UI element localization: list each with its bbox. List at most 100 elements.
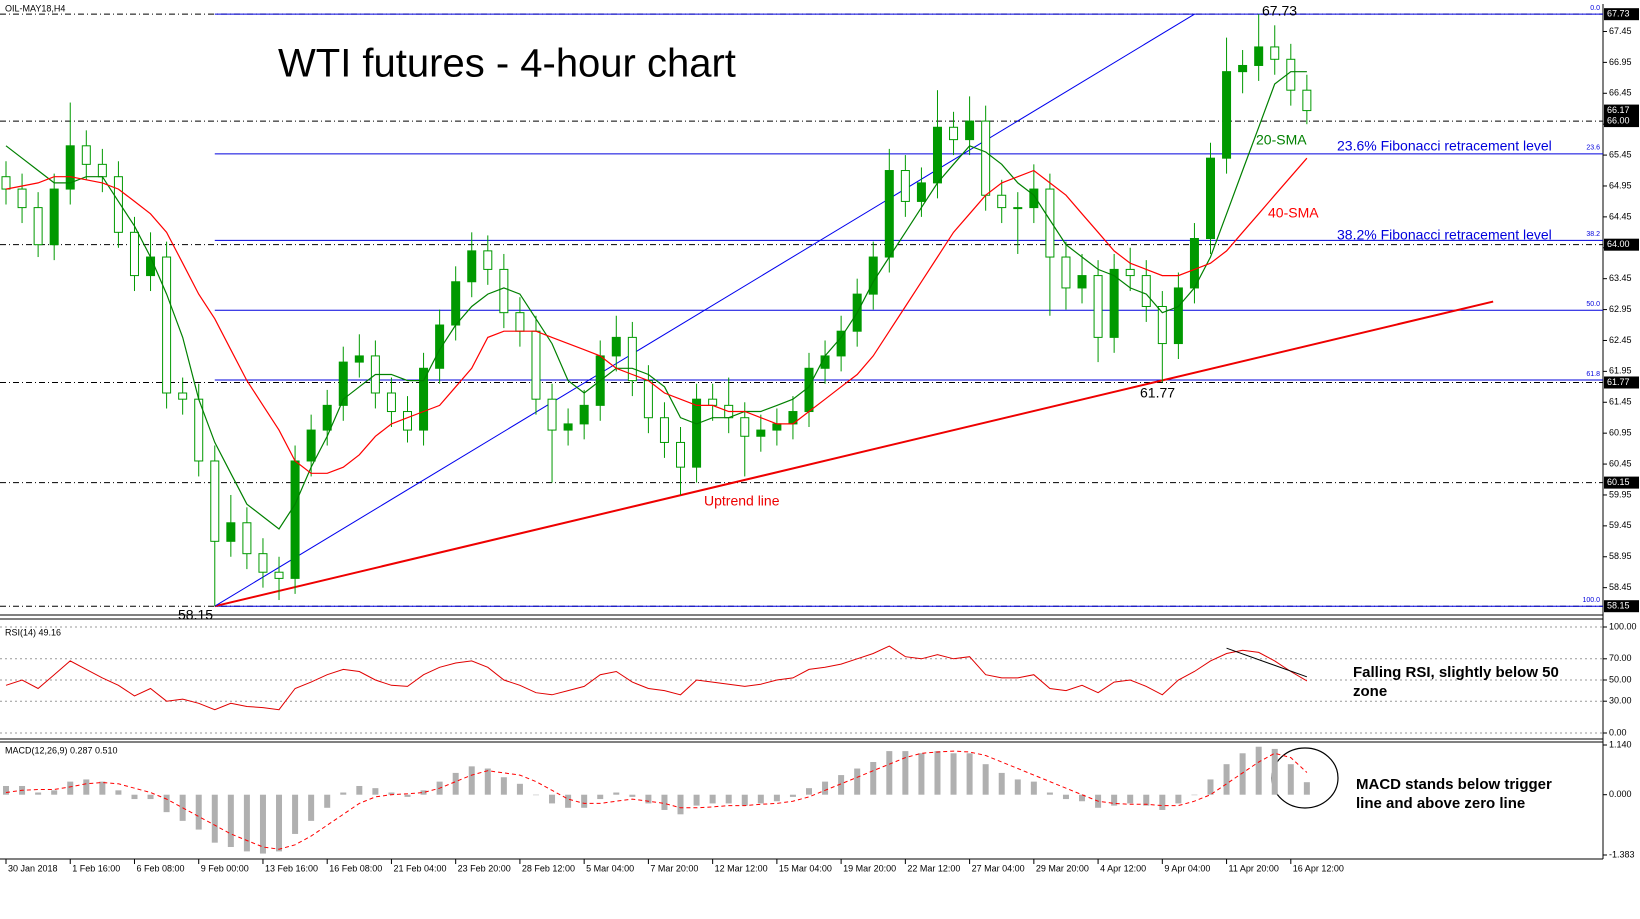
- candle-body: [419, 367, 429, 431]
- macd-bar: [741, 794, 748, 806]
- macd-bar: [822, 781, 829, 795]
- macd-bar: [1191, 794, 1198, 796]
- candle-body: [467, 250, 477, 283]
- macd-annotation: line and above zero line: [1356, 795, 1525, 812]
- macd-bar: [388, 792, 395, 795]
- rsi-annotation: Falling RSI, slightly below 50: [1353, 664, 1559, 681]
- price-label-box: [1604, 238, 1639, 251]
- candle-body: [981, 120, 991, 196]
- y-tick-label: 61.95: [1609, 366, 1632, 376]
- candle-body: [49, 188, 59, 246]
- macd-bar: [950, 753, 957, 795]
- candle-body: [1206, 157, 1215, 240]
- candle-body: [1302, 89, 1312, 112]
- macd-bar: [677, 794, 684, 815]
- candle-body: [1013, 207, 1023, 210]
- low-label: 61.77: [1140, 385, 1175, 401]
- candle-body: [1141, 275, 1151, 307]
- price-label-box: [1604, 600, 1639, 613]
- y-tick-label: 64.45: [1609, 211, 1632, 221]
- macd-bar: [276, 794, 283, 852]
- price-label: 61.77: [1607, 377, 1630, 387]
- candle-body: [146, 256, 156, 277]
- candle-body: [242, 522, 252, 555]
- candle-body: [129, 231, 139, 277]
- fib-label: 23.6: [1586, 145, 1600, 152]
- macd-bar: [1079, 794, 1086, 802]
- candle-body: [354, 355, 364, 363]
- rsi-annotation: zone: [1353, 683, 1387, 700]
- y-tick-label: 58.95: [1609, 551, 1632, 561]
- y-tick-label: 59.45: [1609, 520, 1632, 530]
- candle-body: [403, 411, 412, 431]
- low-label: 58.15: [178, 607, 213, 623]
- macd-bar: [565, 794, 572, 808]
- macd-bar: [500, 777, 507, 795]
- candle-body: [772, 423, 782, 431]
- candle-body: [547, 398, 557, 431]
- macd-bar: [35, 792, 42, 795]
- candle-body: [659, 417, 669, 443]
- candle-body: [290, 460, 300, 579]
- macd-bar: [1175, 794, 1182, 804]
- candle-body: [322, 404, 332, 431]
- macd-bar: [1255, 746, 1262, 795]
- candle-body: [997, 194, 1007, 209]
- candle-body: [499, 268, 509, 314]
- y-tick-label: 58.45: [1609, 582, 1632, 592]
- macd-bar: [340, 792, 347, 795]
- macd-bar: [292, 794, 299, 834]
- macd-bar: [163, 794, 170, 813]
- x-tick-label: 23 Feb 20:00: [458, 863, 511, 873]
- fib-label: 0.0: [1590, 5, 1600, 12]
- x-tick-label: 16 Feb 08:00: [329, 863, 382, 873]
- candle-body: [1286, 58, 1296, 91]
- macd-bar: [902, 751, 909, 795]
- x-tick-label: 9 Apr 04:00: [1164, 863, 1210, 873]
- macd-bar: [1014, 779, 1021, 795]
- x-tick-label: 22 Mar 12:00: [907, 863, 960, 873]
- price-label: 66.00: [1607, 115, 1630, 125]
- candle-body: [258, 553, 268, 573]
- fib-label: 38.2: [1586, 231, 1600, 238]
- candle-body: [868, 256, 878, 295]
- macd-bar: [597, 794, 604, 800]
- candle-body: [531, 330, 541, 400]
- y-tick-label: 60.95: [1609, 428, 1632, 438]
- candle-body: [33, 207, 43, 246]
- y-tick-label: 100.00: [1609, 621, 1637, 631]
- candle-body: [226, 522, 236, 542]
- candle-body: [1109, 268, 1119, 338]
- x-tick-label: 4 Apr 12:00: [1100, 863, 1146, 873]
- candle-body: [65, 145, 75, 190]
- macd-bar: [1030, 781, 1037, 795]
- macd-bar: [661, 794, 668, 810]
- y-tick-label: 62.45: [1609, 335, 1632, 345]
- macd-bar: [613, 792, 620, 795]
- x-tick-label: 6 Feb 08:00: [136, 863, 184, 873]
- candle-body: [627, 336, 637, 382]
- macd-bar: [725, 794, 732, 804]
- macd-bar: [1287, 764, 1294, 795]
- candle-body: [836, 330, 846, 357]
- candle-body: [676, 441, 686, 468]
- candle-body: [643, 380, 653, 419]
- x-tick-label: 11 Apr 20:00: [1229, 863, 1279, 873]
- macd-bar: [581, 794, 588, 808]
- signal-line: [5, 750, 1308, 850]
- macd-bar: [67, 781, 74, 795]
- candle-body: [1077, 275, 1087, 289]
- candle-body: [338, 361, 348, 406]
- price-label: 67.73: [1607, 9, 1630, 19]
- macd-bar: [147, 794, 154, 800]
- y-tick-label: -1.383: [1609, 849, 1635, 859]
- macd-bar: [838, 775, 845, 795]
- rsi-trendline: [1226, 647, 1308, 678]
- candle-body: [611, 336, 621, 357]
- macd-bar: [1111, 794, 1118, 806]
- macd-bar: [452, 772, 459, 795]
- macd-bar: [854, 768, 861, 795]
- price-label-box: [1604, 8, 1639, 21]
- macd-bar: [1239, 753, 1246, 795]
